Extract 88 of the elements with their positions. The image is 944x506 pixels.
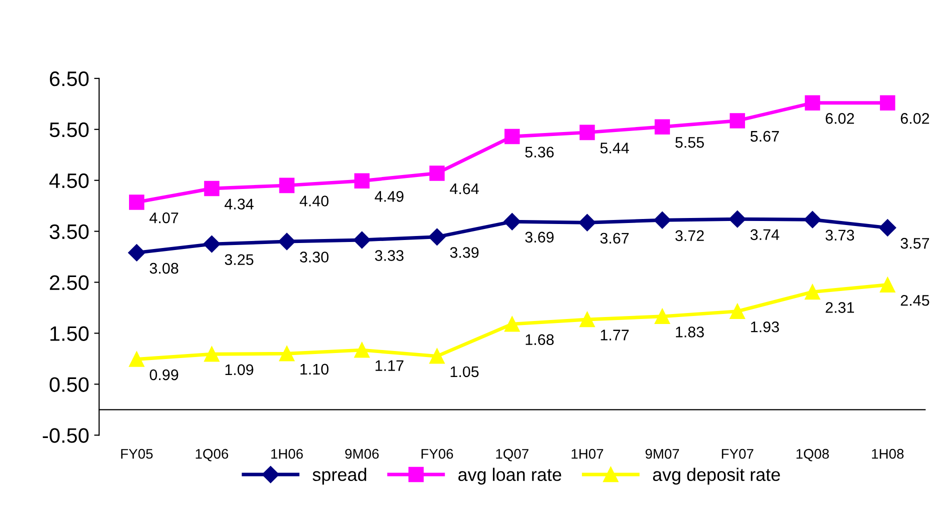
point [880,95,896,111]
x-tick-label: 1H06 [271,448,303,459]
point [429,166,445,181]
point [128,244,146,262]
x-tick-label: 1H07 [572,448,604,459]
data-label: 2.31 [826,302,854,313]
data-label: 4.40 [300,196,328,206]
point [354,342,370,358]
point [578,214,596,232]
data-label: 1.17 [376,360,404,371]
data-label: 3.33 [375,250,404,261]
data-label: 4.34 [224,198,254,210]
point [204,346,220,362]
point [428,228,446,246]
x-tick-label: 1Q07 [496,448,528,462]
point [728,210,746,228]
x-tick-label: 1H08 [872,448,904,459]
point [730,304,746,319]
data-label: 1.77 [600,330,629,340]
x-tick-label: FY07 [722,448,754,459]
data-label: 4.07 [150,212,178,224]
y-tick-label: 5.50 [50,122,89,138]
point [504,128,520,144]
point [654,308,670,324]
x-tick-label: 9M06 [345,448,379,459]
data-label: 1.68 [526,334,554,346]
data-label: 1.83 [676,326,704,338]
point [580,312,595,328]
data-label: 5.67 [750,130,779,142]
point [279,178,294,194]
point [279,346,294,362]
data-label: 3.72 [675,230,704,242]
data-label: 3.73 [826,230,854,241]
data-label: 6.02 [900,113,930,124]
x-tick-label: 1Q08 [796,448,829,462]
point [730,113,746,128]
point [504,316,520,332]
data-label: 2.45 [900,294,930,306]
data-label: 3.39 [450,247,479,258]
y-tick-label: 2.50 [50,275,89,290]
data-label: 3.25 [224,254,254,266]
point [654,119,670,134]
y-tick-label: 4.50 [49,173,89,188]
point [429,348,445,364]
y-tick-label: 0.50 [50,377,89,392]
point [204,180,220,196]
point [203,236,220,253]
legend-label: avg deposit rate [653,468,780,485]
point [278,232,296,250]
point [354,173,370,188]
data-label: 1.09 [225,364,254,376]
point [129,352,144,367]
x-tick-label: FY05 [121,448,153,459]
y-tick-label: -0.50 [42,428,89,443]
legend-label: spread [312,468,366,485]
y-tick-label: 1.50 [50,326,89,341]
point [804,211,822,228]
point [880,277,896,292]
legend-label: avg loan rate [458,468,562,485]
data-label: 4.64 [450,183,479,194]
data-label: 3.69 [525,232,554,243]
y-tick-label: 3.50 [50,224,89,240]
data-label: 1.05 [450,366,479,378]
point [804,284,820,300]
data-label: 0.99 [150,369,178,380]
data-label: 3.57 [900,238,930,249]
data-label: 3.08 [150,262,178,274]
point [879,219,896,236]
data-label: 5.44 [600,142,629,154]
x-tick-label: 1Q06 [196,448,228,462]
y-tick-label: 6.50 [50,71,89,86]
data-label: 3.67 [600,232,629,244]
x-tick-label: FY06 [422,448,454,459]
data-label: 3.30 [300,252,328,262]
point [129,194,144,210]
data-label: 1.10 [300,364,328,375]
x-tick-label: 9M07 [646,448,679,459]
point [804,95,820,111]
data-label: 6.02 [826,113,854,124]
point [654,212,671,229]
point [504,213,521,230]
point [580,124,595,140]
data-label: 3.74 [750,229,780,240]
data-label: 5.36 [525,146,554,158]
data-label: 4.49 [374,191,404,202]
data-label: 1.93 [751,321,779,332]
point [353,231,370,249]
data-label: 5.55 [675,137,704,148]
